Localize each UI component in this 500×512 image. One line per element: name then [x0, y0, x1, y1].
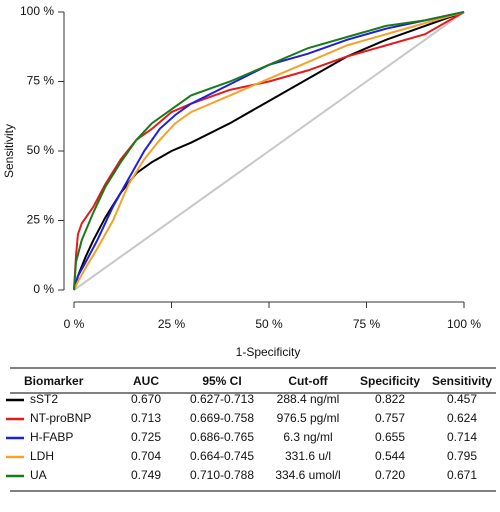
- table-cell: 0.720: [375, 468, 405, 482]
- legend-label: LDH: [30, 449, 54, 463]
- table-cell: 0.795: [447, 449, 477, 463]
- roc-curve: [73, 11, 465, 291]
- table-cell: 0.664-0.745: [190, 449, 254, 463]
- table-cell: 0.725: [131, 430, 161, 444]
- table-cell: 0.704: [131, 449, 161, 463]
- table-header: Sensitivity: [432, 374, 492, 388]
- table-cell: 0.544: [375, 449, 405, 463]
- y-tick-label: 0 %: [33, 282, 54, 296]
- x-tick-label: 0 %: [64, 317, 85, 331]
- x-axis-label: 1-Specificity: [236, 345, 301, 359]
- table-cell: 0.686-0.765: [190, 430, 254, 444]
- y-axis-label: Sensitivity: [2, 124, 16, 178]
- table-cell: 0.670: [131, 392, 161, 406]
- table-cell: 0.671: [447, 468, 477, 482]
- roc-curve: [73, 11, 465, 291]
- table-header: 95% CI: [202, 374, 241, 388]
- roc-curve: [73, 11, 465, 291]
- table-cell: 976.5 pg/ml: [277, 411, 340, 425]
- roc-curve: [73, 11, 465, 291]
- table-cell: 0.757: [375, 411, 405, 425]
- x-tick-label: 25 %: [158, 317, 186, 331]
- table-cell: 334.6 umol/l: [275, 468, 340, 482]
- x-tick-label: 100 %: [447, 317, 481, 331]
- table-cell: 0.624: [447, 411, 477, 425]
- table-cell: 6.3 ng/ml: [283, 430, 332, 444]
- table-cell: 288.4 ng/ml: [277, 392, 340, 406]
- legend-label: UA: [30, 468, 47, 482]
- reference-diagonal: [73, 11, 465, 291]
- table-cell: 0.822: [375, 392, 405, 406]
- y-tick-label: 25 %: [27, 213, 55, 227]
- y-tick-label: 50 %: [27, 143, 55, 157]
- table-cell: 0.713: [131, 411, 161, 425]
- legend-label: H-FABP: [30, 430, 73, 444]
- legend-label: NT-proBNP: [30, 411, 91, 425]
- table-cell: 0.669-0.758: [190, 411, 254, 425]
- table-cell: 331.6 u/l: [285, 449, 331, 463]
- table-header: AUC: [133, 374, 159, 388]
- y-tick-label: 75 %: [27, 74, 55, 88]
- roc-curve: [73, 11, 465, 291]
- table-header: Specificity: [360, 374, 420, 388]
- table-cell: 0.710-0.788: [190, 468, 254, 482]
- y-tick-label: 100 %: [20, 4, 54, 18]
- table-cell: 0.749: [131, 468, 161, 482]
- x-tick-label: 50 %: [255, 317, 283, 331]
- legend-label: sST2: [30, 392, 58, 406]
- table-header: Biomarker: [24, 374, 84, 388]
- table-cell: 0.655: [375, 430, 405, 444]
- x-tick-label: 75 %: [353, 317, 381, 331]
- table-cell: 0.457: [447, 392, 477, 406]
- table-cell: 0.627-0.713: [190, 392, 254, 406]
- table-cell: 0.714: [447, 430, 477, 444]
- table-header: Cut-off: [288, 374, 328, 388]
